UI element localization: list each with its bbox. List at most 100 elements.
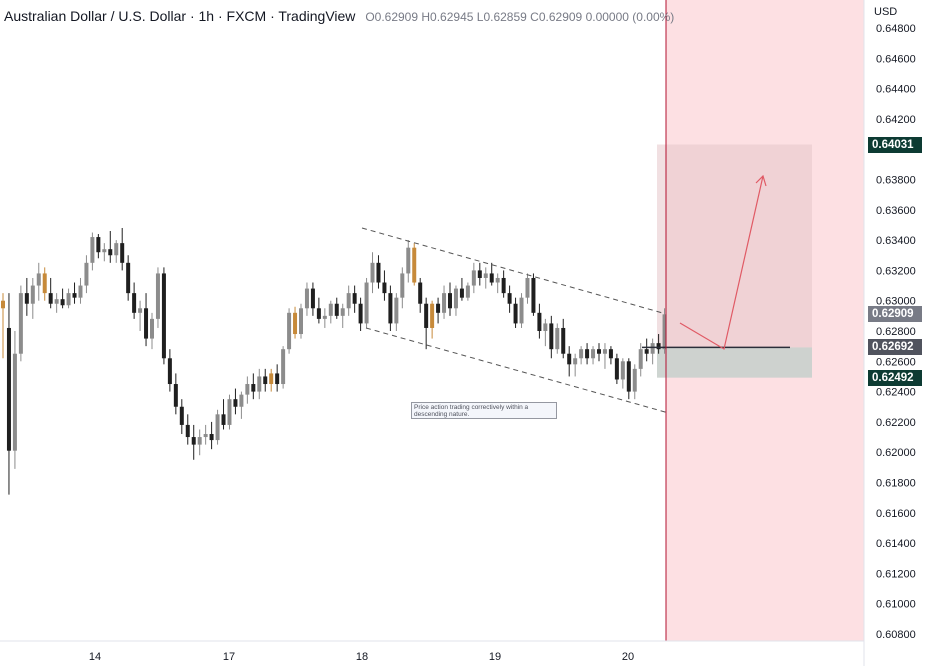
candle-body: [269, 373, 274, 385]
candle-body: [316, 308, 321, 319]
candle-body: [155, 273, 160, 319]
candle-body: [245, 384, 250, 395]
candle-body: [453, 288, 458, 309]
currency-label[interactable]: USD: [874, 6, 898, 18]
time-axis[interactable]: 14 17 18 19 20: [89, 651, 634, 663]
candle-body: [412, 247, 417, 283]
stop-zone: [657, 347, 812, 378]
candle-body: [579, 349, 584, 359]
candle-body: [501, 277, 506, 294]
candle-body: [72, 293, 77, 298]
candle-body: [591, 349, 596, 359]
candle-body: [209, 434, 214, 441]
candle-body: [304, 288, 309, 309]
price-axis-tick: 0.61800: [876, 478, 916, 490]
candle-body: [430, 303, 435, 328]
candle-body: [346, 293, 351, 309]
candle-body: [215, 414, 220, 441]
candle-body: [662, 314, 667, 350]
price-label: 0.64031: [868, 136, 922, 153]
candle-body: [602, 349, 607, 354]
ohlc-close: C0.62909: [530, 10, 583, 24]
candle-body: [54, 299, 59, 304]
candle-body: [388, 293, 393, 324]
candle-body: [6, 327, 11, 451]
arrow-head: [755, 174, 767, 187]
candle-body: [310, 288, 315, 309]
candle-body: [191, 437, 196, 445]
candle-body: [364, 282, 369, 324]
candle-body: [78, 285, 83, 298]
channel-upper-line: [361, 227, 663, 314]
price-axis-tick: 0.61200: [876, 568, 916, 580]
candle-body: [281, 349, 286, 385]
time-axis-tick: 14: [89, 651, 101, 663]
ohlc-readout: O0.62909 H0.62945 L0.62859 C0.62909 0.00…: [365, 10, 674, 24]
candle-body: [36, 273, 41, 286]
candle-body: [597, 349, 601, 354]
price-axis-tick: 0.64800: [876, 23, 916, 35]
candle-body: [120, 243, 125, 263]
candle-body: [42, 273, 47, 294]
annotation-note[interactable]: Price action trading correctively within…: [411, 402, 557, 419]
candle-body: [1, 300, 5, 309]
candle-body: [358, 303, 363, 324]
candle-body: [299, 308, 303, 335]
price-axis-tick: 0.61600: [876, 508, 916, 520]
candle-body: [549, 323, 554, 350]
projection-arrow: [679, 175, 764, 350]
price-axis-tick: 0.60800: [876, 629, 916, 641]
ohlc-low: L0.62859: [476, 10, 527, 24]
price-label: 0.62492: [868, 369, 922, 386]
candle-body: [138, 308, 143, 313]
candle-body: [102, 249, 107, 253]
candle-body: [585, 349, 590, 359]
candle-body: [48, 293, 53, 304]
candle-body: [608, 349, 613, 359]
candle-body: [293, 312, 298, 335]
candle-body: [471, 270, 476, 286]
candle-body: [394, 297, 399, 324]
candle-body: [126, 262, 131, 294]
candle-body: [519, 297, 524, 324]
candle-body: [114, 243, 119, 256]
candle-body: [287, 312, 292, 350]
candle-body: [257, 376, 262, 392]
candle-body: [167, 358, 172, 385]
candle-body: [424, 303, 429, 328]
candle-body: [489, 273, 494, 283]
candle-body: [406, 247, 411, 274]
time-axis-tick: 18: [356, 651, 368, 663]
candle-body: [203, 434, 208, 438]
candle-body: [263, 376, 268, 385]
candle-body: [340, 308, 345, 316]
candle-body: [96, 237, 101, 253]
ohlc-change: 0.00000 (0.00%): [585, 10, 675, 24]
candle-body: [525, 277, 530, 298]
candle-body: [150, 318, 154, 339]
candle-body: [239, 394, 244, 407]
candle-body: [448, 293, 452, 309]
symbol-header: Australian Dollar / U.S. Dollar · 1h · F…: [4, 8, 674, 24]
candle-body: [173, 384, 178, 407]
candle-body: [543, 323, 548, 331]
price-label: 0.62692: [868, 339, 922, 356]
price-axis[interactable]: 0.648000.646000.644000.642000.640000.638…: [876, 23, 916, 641]
candle-body: [275, 373, 280, 385]
target-zone: [657, 144, 812, 348]
candle-body: [418, 282, 423, 304]
candle-body: [620, 361, 625, 380]
candle-body: [84, 262, 89, 286]
candle-body: [626, 361, 631, 392]
candle-body: [221, 414, 226, 425]
symbol-title[interactable]: Australian Dollar / U.S. Dollar · 1h · F…: [4, 8, 356, 24]
candle-body: [382, 282, 387, 294]
candle-body: [227, 399, 232, 425]
candle-body: [644, 349, 649, 354]
candle-body: [567, 353, 572, 365]
time-axis-tick: 17: [223, 651, 235, 663]
candle-body: [465, 285, 470, 298]
candles-layer: [1, 227, 667, 495]
candle-body: [555, 327, 560, 350]
